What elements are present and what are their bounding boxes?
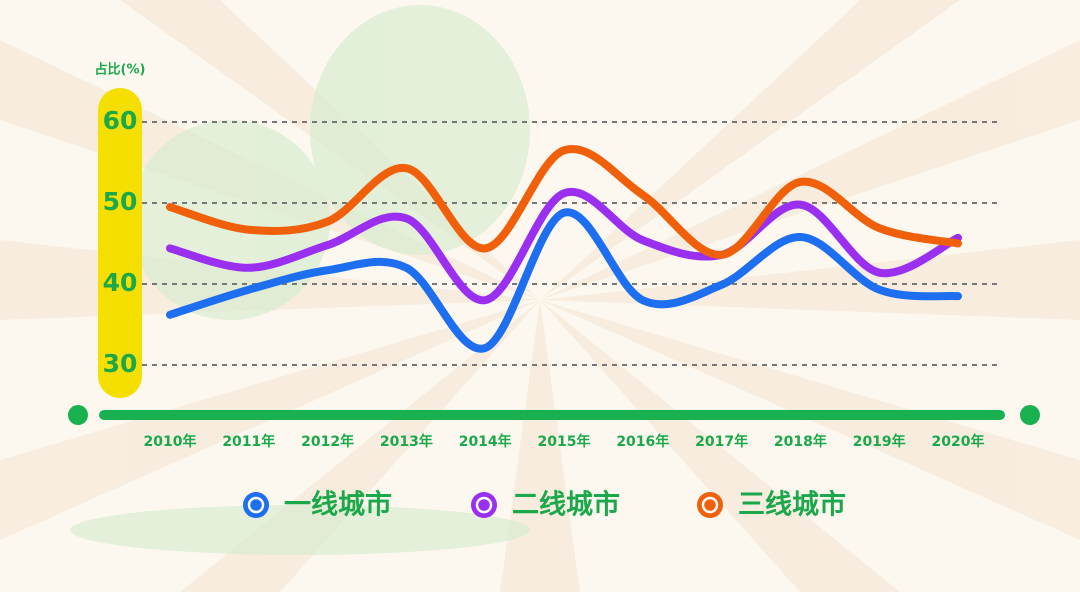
legend-label: 三线城市 [738, 489, 846, 521]
series-line [166, 208, 962, 353]
y-tick-label: 50 [103, 187, 138, 216]
ray [540, 300, 900, 592]
tree [310, 5, 530, 255]
legend-marker [471, 492, 497, 518]
x-tick-label: 2012年 [301, 433, 354, 450]
x-tick-label: 2014年 [459, 433, 512, 450]
x-tick-label: 2017年 [695, 433, 748, 450]
legend-marker-inner [475, 496, 493, 514]
x-tick-label: 2019年 [853, 433, 906, 450]
tree [130, 120, 330, 320]
x-tick-label: 2011年 [222, 433, 275, 450]
legend-label: 二线城市 [512, 489, 620, 521]
x-tick-label: 2018年 [774, 433, 827, 450]
y-tick-label: 60 [103, 106, 138, 135]
x-tick-label: 2010年 [144, 433, 197, 450]
x-tick-label: 2016年 [616, 433, 669, 450]
ray [500, 300, 580, 592]
legend-marker [697, 492, 723, 518]
x-tick-label: 2020年 [932, 433, 985, 450]
bush [70, 505, 530, 555]
ray [540, 0, 960, 300]
y-axis-label: 占比(%) [95, 62, 146, 78]
legend-label: 一线城市 [284, 489, 392, 521]
legend-marker-inner [701, 496, 719, 514]
y-tick-label: 30 [103, 349, 138, 378]
x-tick-label: 2013年 [380, 433, 433, 450]
axis-end [1020, 405, 1040, 425]
legend-marker [243, 492, 269, 518]
legend-marker-inner [247, 496, 265, 514]
y-axis-pill [98, 88, 142, 398]
x-tick-label: 2015年 [538, 433, 591, 450]
series-line [166, 187, 962, 305]
axis-end [68, 405, 88, 425]
y-tick-label: 40 [103, 268, 138, 297]
series-line [166, 144, 962, 259]
ray [540, 40, 1080, 300]
